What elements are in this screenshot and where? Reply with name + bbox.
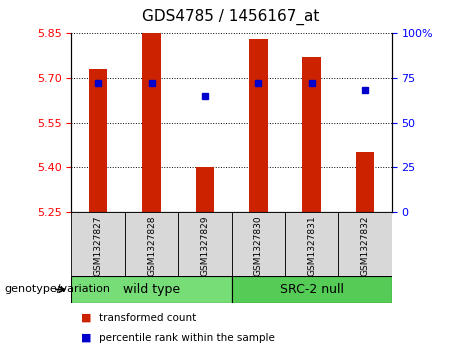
Text: GSM1327828: GSM1327828 [147, 216, 156, 276]
Bar [71, 276, 231, 303]
Text: wild type: wild type [123, 283, 180, 296]
Bar [356, 152, 374, 212]
Text: percentile rank within the sample: percentile rank within the sample [99, 333, 275, 343]
Bar [231, 276, 392, 303]
Text: ■: ■ [81, 333, 91, 343]
Text: ■: ■ [81, 313, 91, 323]
Text: GSM1327830: GSM1327830 [254, 216, 263, 276]
Text: genotype/variation: genotype/variation [5, 285, 111, 294]
Bar [338, 212, 392, 276]
Text: GDS4785 / 1456167_at: GDS4785 / 1456167_at [142, 9, 319, 25]
Bar [285, 212, 338, 276]
Bar [231, 212, 285, 276]
Text: transformed count: transformed count [99, 313, 196, 323]
Text: GSM1327831: GSM1327831 [307, 216, 316, 276]
Bar [302, 57, 321, 212]
Bar [178, 212, 231, 276]
Text: GSM1327827: GSM1327827 [94, 216, 103, 276]
Bar [89, 69, 107, 212]
Bar [249, 38, 268, 212]
Text: GSM1327829: GSM1327829 [201, 216, 209, 276]
Bar [195, 167, 214, 212]
Text: GSM1327832: GSM1327832 [361, 216, 370, 276]
Bar [71, 212, 125, 276]
Text: SRC-2 null: SRC-2 null [280, 283, 344, 296]
Bar [142, 33, 161, 212]
Bar [125, 212, 178, 276]
